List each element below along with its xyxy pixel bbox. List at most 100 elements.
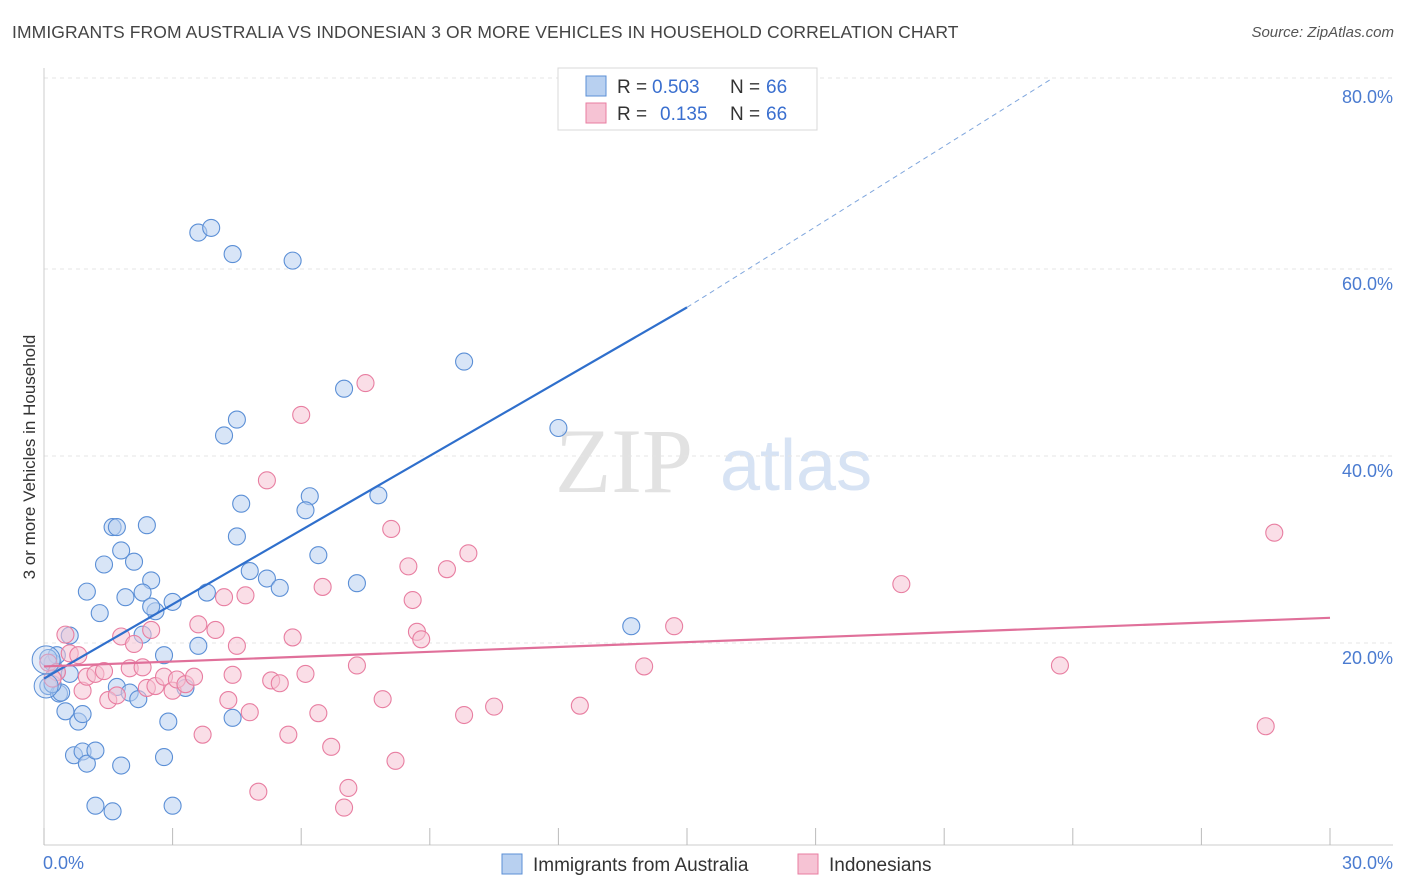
australia-point-15	[94, 555, 114, 574]
indonesians-point-26	[214, 588, 234, 607]
australia-point-7	[73, 705, 92, 724]
australia-point-56	[335, 379, 354, 398]
australia-point-57	[347, 574, 366, 593]
australia-point-22	[133, 583, 152, 602]
indonesians-point-56	[459, 544, 478, 563]
australia-point-18	[112, 541, 131, 560]
x-ticks	[43, 828, 1331, 845]
bottom-legend: Immigrants from Australia Indonesians	[501, 853, 931, 876]
indonesians-point-43	[335, 798, 354, 817]
australia-cluster-point	[31, 645, 61, 675]
bottom-legend-swatch-indonesians	[797, 853, 819, 875]
australia-point-48	[232, 494, 251, 513]
australia-point-23	[116, 588, 135, 607]
indonesians-point-39	[296, 664, 315, 683]
legend-swatch-australia	[585, 75, 607, 97]
australia-point-44	[223, 245, 242, 264]
australia-point-13	[103, 802, 122, 821]
indonesians-point-51	[403, 590, 422, 610]
indonesians-point-55	[455, 705, 474, 725]
legend-r-value-2: 0.135	[660, 104, 708, 125]
indonesians-point-61	[892, 575, 911, 594]
x-tick-label-max: 30.0%	[1342, 853, 1393, 873]
australia-point-25	[77, 582, 96, 601]
australia-point-10	[77, 754, 96, 773]
indonesians-point-36	[279, 725, 298, 744]
australia-point-41	[197, 583, 216, 602]
indonesians-point-37	[283, 628, 302, 647]
australia-point-49	[227, 527, 246, 546]
indonesians-point-54	[437, 560, 456, 579]
gridlines	[44, 77, 1393, 644]
y-tick-labels: 20.0% 40.0% 60.0% 80.0%	[1342, 87, 1393, 668]
australia-point-39	[154, 646, 174, 665]
data-points	[31, 218, 1284, 821]
axes	[43, 68, 1393, 846]
y-tick-label-80: 80.0%	[1342, 87, 1393, 107]
indonesians-point-58	[570, 696, 589, 715]
australia-point-29	[142, 597, 161, 616]
indonesians-point-32	[249, 782, 268, 801]
y-tick-label-40: 40.0%	[1342, 461, 1393, 481]
x-tick-label-min: 0.0%	[43, 853, 84, 873]
indonesians-point-8	[94, 662, 114, 681]
indonesians-point-50	[399, 557, 418, 576]
legend-n-label-2: N =	[730, 104, 760, 125]
australia-trend-line	[43, 306, 688, 680]
australia-cluster-point-2	[33, 673, 59, 699]
australia-point-43	[202, 218, 221, 237]
y-tick-label-20: 20.0%	[1342, 648, 1393, 668]
indonesians-point-46	[356, 374, 375, 393]
bottom-legend-label-australia: Immigrants from Australia	[533, 855, 749, 876]
indonesians-point-40	[309, 704, 328, 723]
indonesians-point-23	[189, 615, 208, 634]
australia-point-61	[622, 617, 641, 636]
indonesians-point-25	[206, 620, 225, 640]
indonesians-point-60	[665, 617, 684, 636]
australia-point-51	[257, 569, 276, 588]
indonesians-point-59	[635, 657, 654, 676]
australia-point-54	[296, 501, 315, 520]
legend-box: R = 0.503 N = 66 R = 0.135 N = 66	[557, 67, 818, 131]
australia-point-20	[137, 516, 156, 535]
legend-r-label-1: R =	[617, 77, 647, 98]
indonesians-point-57	[485, 697, 504, 716]
indonesians-point-64	[1265, 523, 1284, 542]
australia-point-50	[240, 561, 259, 581]
indonesians-trend-line	[43, 616, 1331, 668]
indonesians-point-45	[347, 656, 366, 675]
indonesians-point-2	[56, 625, 75, 644]
watermark-atlas: atlas	[720, 426, 872, 506]
australia-point-19	[124, 552, 144, 571]
y-axis-label: 3 or more Vehicles in Household	[20, 335, 39, 580]
indonesians-point-41	[313, 577, 332, 596]
australia-point-17	[107, 518, 126, 537]
indonesians-point-33	[257, 471, 276, 490]
australia-point-14	[112, 756, 131, 775]
australia-point-60	[549, 418, 568, 438]
australia-point-52	[270, 578, 289, 597]
indonesians-point-10	[107, 686, 126, 705]
australia-point-24	[90, 604, 109, 623]
source-label: Source: ZipAtlas.com	[1251, 24, 1394, 41]
indonesians-point-29	[227, 636, 246, 655]
australia-point-4	[56, 702, 75, 721]
indonesians-point-48	[382, 519, 401, 539]
watermark-zip: ZIP	[555, 410, 693, 512]
legend-n-label-1: N =	[730, 77, 760, 98]
indonesians-point-63	[1256, 717, 1275, 736]
legend-r-label-2: R =	[617, 104, 647, 125]
indonesians-point-27	[219, 691, 238, 710]
indonesians-point-49	[386, 751, 405, 770]
indonesians-point-22	[184, 667, 204, 686]
legend-r-value-1: 0.503	[652, 77, 700, 98]
australia-point-47	[214, 426, 234, 445]
bottom-legend-label-indonesians: Indonesians	[829, 855, 931, 876]
indonesians-point-53	[412, 630, 431, 649]
bottom-legend-swatch-australia	[501, 853, 523, 875]
australia-point-12	[86, 796, 105, 815]
indonesians-point-16	[142, 620, 161, 640]
indonesians-point-13	[124, 634, 144, 654]
australia-point-11	[86, 741, 105, 760]
